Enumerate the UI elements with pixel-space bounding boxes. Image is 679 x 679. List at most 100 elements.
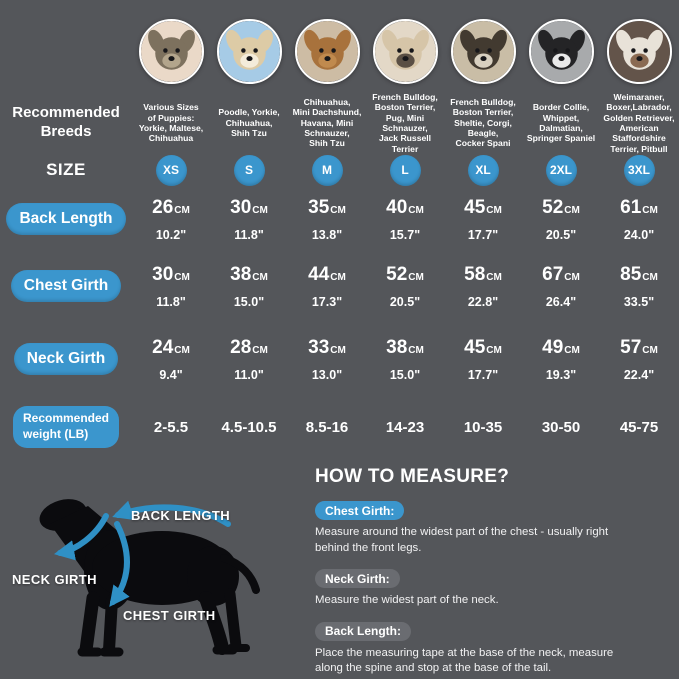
- dog-photo-m: [294, 9, 360, 84]
- chest-girth-row: Chest Girth 30CM 11.8" 38CM 15.0" 44CM 1…: [0, 250, 679, 322]
- neck-girth-arrow: [53, 513, 109, 561]
- size-badge-xs: XS: [155, 154, 187, 186]
- neck-girth-instructions: Measure the widest part of the neck.: [315, 594, 499, 606]
- cm-value: 38: [386, 336, 408, 358]
- inch-value: 22.4": [623, 367, 655, 382]
- cm-value: 28: [230, 336, 252, 358]
- recommended-breeds-label: Recommended Breeds: [12, 104, 120, 140]
- back-length-cell-xs: 26CM 10.2": [152, 197, 190, 242]
- cm-unit: CM: [486, 271, 502, 283]
- inch-value: 20.5": [389, 294, 421, 309]
- measure-back-length: Back Length: Place the measuring tape at…: [315, 621, 673, 677]
- cm-unit: CM: [564, 204, 580, 216]
- chest-girth-diagram-label: CHEST GIRTH: [123, 608, 216, 623]
- neck-girth-pill: Neck Girth: [13, 343, 119, 375]
- inch-value: 11.8": [234, 227, 264, 242]
- cm-unit: CM: [642, 271, 658, 283]
- cm-value: 30: [152, 263, 174, 285]
- cm-unit: CM: [564, 344, 580, 356]
- back-length-cell-xl: 45CM 17.7": [464, 197, 502, 242]
- cm-unit: CM: [252, 271, 268, 283]
- cm-unit: CM: [330, 271, 346, 283]
- weight-value-l: 14-23: [385, 418, 425, 436]
- inch-value: 17.7": [467, 227, 499, 242]
- cm-unit: CM: [486, 344, 502, 356]
- neck-girth-cell-2xl: 49CM 19.3": [542, 337, 580, 382]
- inch-value: 11.8": [156, 294, 186, 309]
- cm-unit: CM: [174, 204, 190, 216]
- cm-unit: CM: [330, 204, 346, 216]
- neck-girth-diagram-label: NECK GIRTH: [12, 572, 97, 587]
- breed-list-3xl: Weimaraner, Boxer,Labrador, Golden Retri…: [603, 92, 675, 154]
- cm-value: 85: [620, 263, 642, 285]
- dog-photo-3xl: [606, 9, 672, 84]
- inch-value: 9.4": [159, 367, 183, 382]
- inch-value: 15.7": [389, 227, 421, 242]
- weight-value-3xl: 45-75: [619, 418, 659, 436]
- size-badge-xl: XL: [467, 154, 499, 186]
- breed-list-l: French Bulldog, Boston Terrier, Pug, Min…: [372, 92, 438, 154]
- cm-unit: CM: [174, 271, 190, 283]
- inch-value: 13.8": [311, 227, 343, 242]
- chest-girth-instructions: Measure around the widest part of the ch…: [315, 526, 609, 554]
- breed-list-xs: Various Sizes of Puppies: Yorkie, Maltes…: [138, 102, 204, 144]
- measure-chest-girth: Chest Girth: Measure around the widest p…: [315, 501, 673, 556]
- dog-face-icon: [294, 18, 360, 84]
- cm-value: 45: [464, 336, 486, 358]
- neck-girth-cell-m: 33CM 13.0": [308, 337, 346, 382]
- chest-girth-cell-l: 52CM 20.5": [386, 264, 424, 309]
- back-length-arrow: [112, 500, 231, 527]
- cm-value: 57: [620, 336, 642, 358]
- neck-girth-cell-3xl: 57CM 22.4": [620, 337, 658, 382]
- weight-value-s: 4.5-10.5: [221, 418, 277, 436]
- chest-girth-pill: Chest Girth: [10, 270, 122, 302]
- chest-girth-cell-3xl: 85CM 33.5": [620, 264, 658, 309]
- cm-unit: CM: [174, 344, 190, 356]
- cm-value: 30: [230, 196, 252, 218]
- size-badge-3xl: 3XL: [623, 154, 655, 186]
- bottom-section: BACK LENGTH NECK GIRTH CHEST GIRTH HOW T…: [0, 458, 679, 679]
- back-length-cell-l: 40CM 15.7": [386, 197, 424, 242]
- chest-girth-cell-xl: 58CM 22.8": [464, 264, 502, 309]
- cm-value: 49: [542, 336, 564, 358]
- cm-unit: CM: [564, 271, 580, 283]
- cm-value: 40: [386, 196, 408, 218]
- cm-value: 67: [542, 263, 564, 285]
- inch-value: 17.7": [467, 367, 499, 382]
- cm-value: 33: [308, 336, 330, 358]
- chest-girth-cell-2xl: 67CM 26.4": [542, 264, 580, 309]
- weight-pill-line1: Recommended: [22, 411, 110, 426]
- cm-value: 26: [152, 196, 174, 218]
- cm-unit: CM: [642, 344, 658, 356]
- chest-girth-cell-m: 44CM 17.3": [308, 264, 346, 309]
- back-length-cell-2xl: 52CM 20.5": [542, 197, 580, 242]
- dog-face-icon: [216, 18, 282, 84]
- weight-pill-line2: weight (LB): [22, 427, 89, 441]
- neck-girth-cell-s: 28CM 11.0": [230, 337, 268, 382]
- cm-value: 52: [542, 196, 564, 218]
- measurement-arrows: [53, 500, 231, 607]
- dog-photo-l: [372, 9, 438, 84]
- cm-value: 44: [308, 263, 330, 285]
- back-length-cell-m: 35CM 13.8": [308, 197, 346, 242]
- cm-value: 58: [464, 263, 486, 285]
- chest-girth-arrow: [109, 521, 130, 607]
- size-badge-l: L: [389, 154, 421, 186]
- weight-value-m: 8.5-16: [305, 418, 349, 436]
- back-length-cell-s: 30CM 11.8": [230, 197, 268, 242]
- breed-list-2xl: Border Collie, Whippet, Dalmatian, Sprin…: [526, 102, 596, 144]
- dog-photo-xl: [450, 9, 516, 84]
- dog-face-icon: [606, 18, 672, 84]
- inch-value: 15.0": [233, 294, 265, 309]
- cm-value: 24: [152, 336, 174, 358]
- inch-value: 33.5": [623, 294, 655, 309]
- dog-measurement-diagram: [39, 499, 260, 657]
- inch-value: 11.0": [234, 367, 264, 382]
- neck-girth-cell-xl: 45CM 17.7": [464, 337, 502, 382]
- how-to-measure-section: HOW TO MEASURE? Chest Girth: Measure aro…: [315, 466, 673, 677]
- size-badge-2xl: 2XL: [545, 154, 577, 186]
- inch-value: 22.8": [467, 294, 499, 309]
- recommended-weight-row: Recommended weight (LB) 2-5.5 4.5-10.5 8…: [0, 396, 679, 458]
- cm-unit: CM: [330, 344, 346, 356]
- inch-value: 17.3": [311, 294, 343, 309]
